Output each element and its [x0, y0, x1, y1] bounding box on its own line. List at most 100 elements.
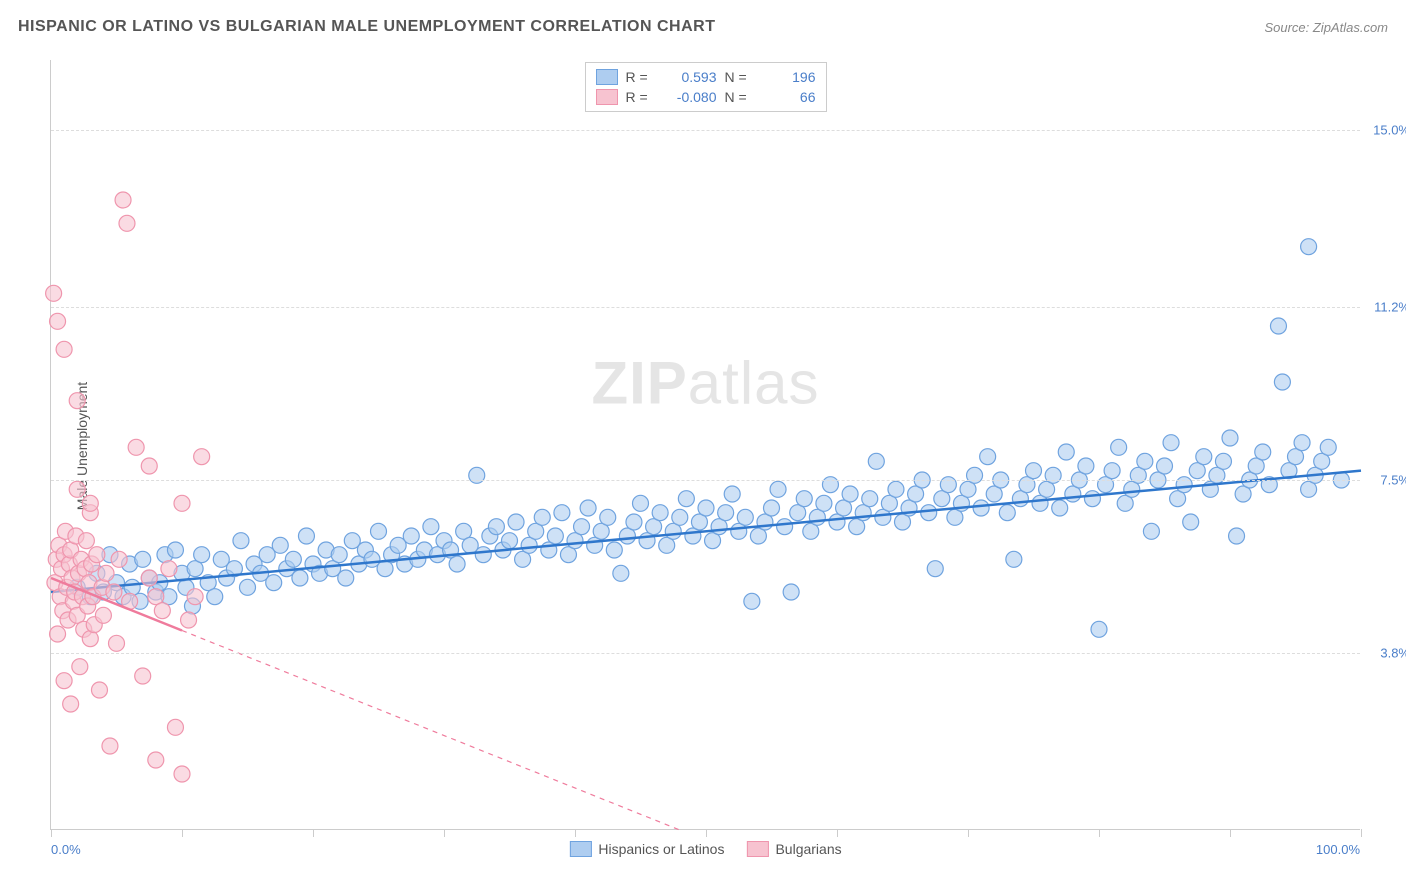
legend-label: Hispanics or Latinos [598, 841, 724, 857]
x-tick [51, 829, 52, 837]
gridline [51, 130, 1360, 131]
y-tick-label: 15.0% [1365, 123, 1406, 138]
data-point-hispanics [508, 514, 524, 530]
data-point-hispanics [1006, 551, 1022, 567]
data-point-hispanics [135, 551, 151, 567]
data-point-hispanics [652, 505, 668, 521]
data-point-hispanics [678, 491, 694, 507]
data-point-hispanics [718, 505, 734, 521]
data-point-hispanics [770, 481, 786, 497]
data-point-hispanics [298, 528, 314, 544]
n-value: 66 [761, 89, 816, 105]
data-point-hispanics [626, 514, 642, 530]
data-point-hispanics [167, 542, 183, 558]
data-point-hispanics [266, 575, 282, 591]
data-point-hispanics [862, 491, 878, 507]
data-point-bulgarians [46, 285, 62, 301]
data-point-bulgarians [72, 659, 88, 675]
x-axis-max-label: 100.0% [1316, 842, 1360, 857]
data-point-bulgarians [106, 584, 122, 600]
data-point-hispanics [888, 481, 904, 497]
data-point-hispanics [449, 556, 465, 572]
x-tick [444, 829, 445, 837]
x-axis-min-label: 0.0% [51, 842, 81, 857]
r-label: R = [626, 89, 654, 105]
y-tick-label: 7.5% [1365, 473, 1406, 488]
data-point-bulgarians [135, 668, 151, 684]
n-value: 196 [761, 69, 816, 85]
data-point-hispanics [331, 547, 347, 563]
data-point-hispanics [796, 491, 812, 507]
x-tick [1361, 829, 1362, 837]
data-point-hispanics [475, 547, 491, 563]
data-point-hispanics [600, 509, 616, 525]
data-point-hispanics [927, 561, 943, 577]
data-point-bulgarians [194, 449, 210, 465]
legend-label: Bulgarians [775, 841, 841, 857]
data-point-hispanics [1052, 500, 1068, 516]
data-point-hispanics [783, 584, 799, 600]
data-point-hispanics [1229, 528, 1245, 544]
y-tick-label: 11.2% [1365, 300, 1406, 315]
r-value: 0.593 [662, 69, 717, 85]
x-tick [313, 829, 314, 837]
data-point-hispanics [1137, 453, 1153, 469]
legend-swatch-hispanics [569, 841, 591, 857]
x-tick [1230, 829, 1231, 837]
data-point-bulgarians [63, 696, 79, 712]
trend-line-hispanics [51, 471, 1361, 592]
data-point-hispanics [534, 509, 550, 525]
data-point-hispanics [1157, 458, 1173, 474]
stat-row-hispanics: R =0.593N =196 [596, 67, 816, 87]
swatch-bulgarians [596, 89, 618, 105]
data-point-bulgarians [154, 603, 170, 619]
data-point-hispanics [371, 523, 387, 539]
data-point-hispanics [868, 453, 884, 469]
data-point-bulgarians [69, 481, 85, 497]
data-point-bulgarians [50, 313, 66, 329]
data-point-hispanics [777, 519, 793, 535]
data-point-hispanics [744, 593, 760, 609]
r-value: -0.080 [662, 89, 717, 105]
data-point-hispanics [488, 519, 504, 535]
data-point-bulgarians [95, 607, 111, 623]
data-point-bulgarians [181, 612, 197, 628]
x-tick [1099, 829, 1100, 837]
data-point-hispanics [1058, 444, 1074, 460]
chart-title: HISPANIC OR LATINO VS BULGARIAN MALE UNE… [18, 18, 715, 36]
plot-area: ZIPatlas R =0.593N =196R =-0.080N =66 3.… [50, 60, 1360, 830]
data-point-bulgarians [115, 192, 131, 208]
data-point-hispanics [1078, 458, 1094, 474]
data-point-hispanics [1222, 430, 1238, 446]
legend-item-hispanics: Hispanics or Latinos [569, 841, 724, 857]
data-point-hispanics [547, 528, 563, 544]
data-point-hispanics [1215, 453, 1231, 469]
data-point-bulgarians [148, 752, 164, 768]
n-label: N = [725, 89, 753, 105]
data-point-hispanics [980, 449, 996, 465]
data-point-hispanics [672, 509, 688, 525]
data-point-bulgarians [98, 565, 114, 581]
data-point-bulgarians [167, 719, 183, 735]
data-point-hispanics [502, 533, 518, 549]
data-point-bulgarians [174, 766, 190, 782]
data-point-bulgarians [161, 561, 177, 577]
data-point-hispanics [1163, 435, 1179, 451]
y-tick-label: 3.8% [1365, 645, 1406, 660]
data-point-hispanics [1320, 439, 1336, 455]
trend-line-ext-bulgarians [182, 631, 680, 831]
data-point-bulgarians [89, 547, 105, 563]
data-point-bulgarians [141, 570, 157, 586]
data-point-hispanics [764, 500, 780, 516]
x-tick [837, 829, 838, 837]
series-legend: Hispanics or Latinos Bulgarians [569, 841, 841, 857]
data-point-hispanics [606, 542, 622, 558]
data-point-hispanics [1196, 449, 1212, 465]
data-point-hispanics [1270, 318, 1286, 334]
x-tick [968, 829, 969, 837]
data-point-hispanics [1111, 439, 1127, 455]
data-point-hispanics [194, 547, 210, 563]
data-point-hispanics [698, 500, 714, 516]
statistics-legend: R =0.593N =196 R = -0.080 N = 66 [585, 62, 827, 112]
data-point-bulgarians [102, 738, 118, 754]
